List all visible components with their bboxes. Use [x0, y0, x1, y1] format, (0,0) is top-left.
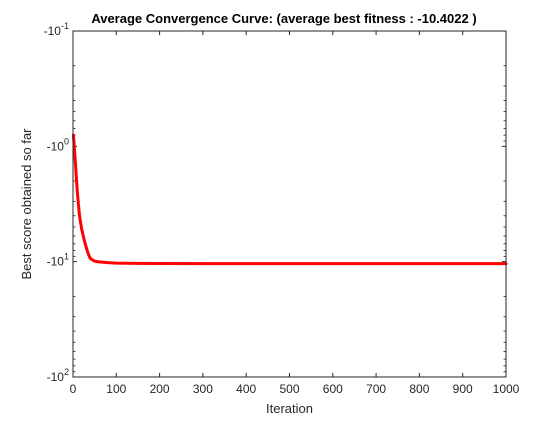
y-tick-label: -101	[47, 252, 69, 269]
plot-background	[73, 31, 506, 377]
x-tick-label: 1000	[493, 382, 520, 396]
x-tick-label: 600	[323, 382, 343, 396]
y-tick-label: -10-1	[44, 21, 69, 38]
y-axis-label: Best score obtained so far	[19, 128, 34, 280]
x-tick-label: 500	[279, 382, 299, 396]
x-axis-label: Iteration	[266, 401, 313, 416]
y-tick-label: -100	[47, 136, 69, 153]
x-tick-label: 0	[70, 382, 77, 396]
x-tick-label: 400	[236, 382, 256, 396]
x-tick-label: 200	[150, 382, 170, 396]
x-tick-label: 300	[193, 382, 213, 396]
y-tick-label: -102	[47, 367, 69, 384]
x-tick-label: 700	[366, 382, 386, 396]
x-tick-label: 800	[409, 382, 429, 396]
x-tick-label: 100	[106, 382, 126, 396]
series-layer	[71, 133, 508, 266]
x-tick-label: 900	[453, 382, 473, 396]
chart-title: Average Convergence Curve: (average best…	[91, 11, 476, 26]
series-line	[71, 133, 508, 266]
ticks-layer: 0 100 200 300 400 500 600 700 800 900 1000 -10-1 -10…	[44, 21, 520, 396]
plot-frame	[72, 30, 507, 378]
